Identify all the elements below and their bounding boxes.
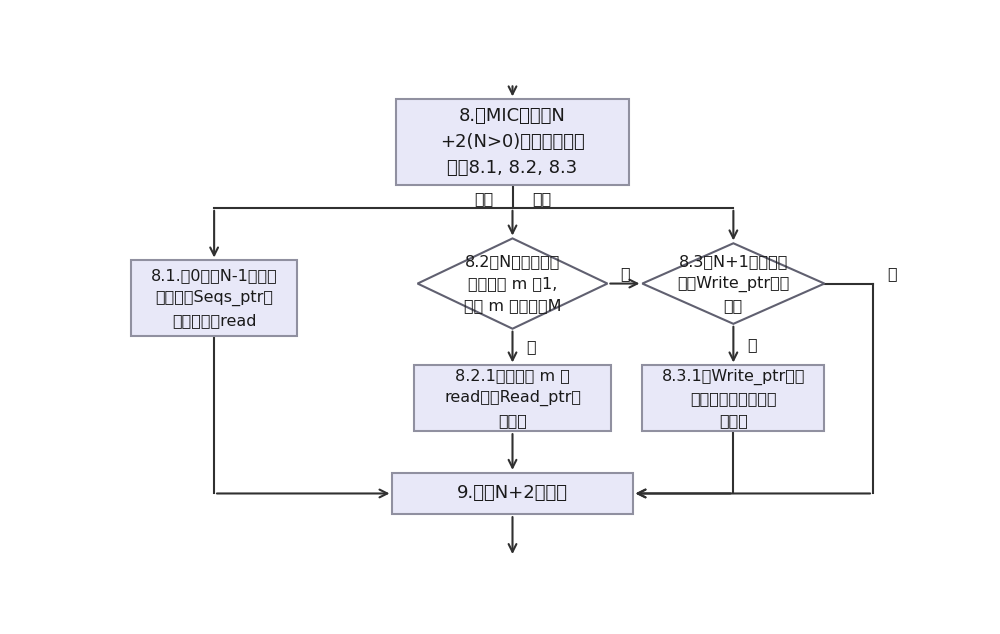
Bar: [396, 100, 629, 184]
Text: 8.2第N号线程，将
循环变量 m 加1,
判断 m 是否等于M: 8.2第N号线程，将 循环变量 m 加1, 判断 m 是否等于M: [464, 254, 561, 313]
Text: 否: 否: [526, 340, 536, 354]
Polygon shape: [642, 243, 824, 324]
Text: 8.3.1将Write_ptr对应
空间中的比对结果写
回主存: 8.3.1将Write_ptr对应 空间中的比对结果写 回主存: [662, 368, 805, 428]
Bar: [642, 365, 824, 431]
Bar: [131, 261, 297, 336]
Text: 8.3第N+1号线程，
判断Write_ptr是否
为空: 8.3第N+1号线程， 判断Write_ptr是否 为空: [677, 254, 790, 313]
Text: 8.在MIC上启动N
+2(N>0)个线程，并行
执行8.1, 8.2, 8.3: 8.在MIC上启动N +2(N>0)个线程，并行 执行8.1, 8.2, 8.3: [440, 107, 585, 177]
Text: 否: 否: [747, 337, 757, 352]
Text: 8.2.1将主存第 m 组
read读入Read_ptr对
应空间: 8.2.1将主存第 m 组 read读入Read_ptr对 应空间: [444, 368, 581, 428]
Text: 是: 是: [620, 266, 630, 281]
Text: 并行: 并行: [474, 191, 493, 207]
Text: 是: 是: [887, 266, 896, 281]
Polygon shape: [418, 238, 607, 328]
Bar: [414, 365, 611, 431]
Text: 执行: 执行: [532, 191, 551, 207]
Bar: [392, 473, 633, 514]
Text: 9.同步N+2个线程: 9.同步N+2个线程: [457, 484, 568, 503]
Text: 8.1.第0到第N-1号线程
并行比对Seqs_ptr对
应空间中的read: 8.1.第0到第N-1号线程 并行比对Seqs_ptr对 应空间中的read: [151, 269, 278, 328]
